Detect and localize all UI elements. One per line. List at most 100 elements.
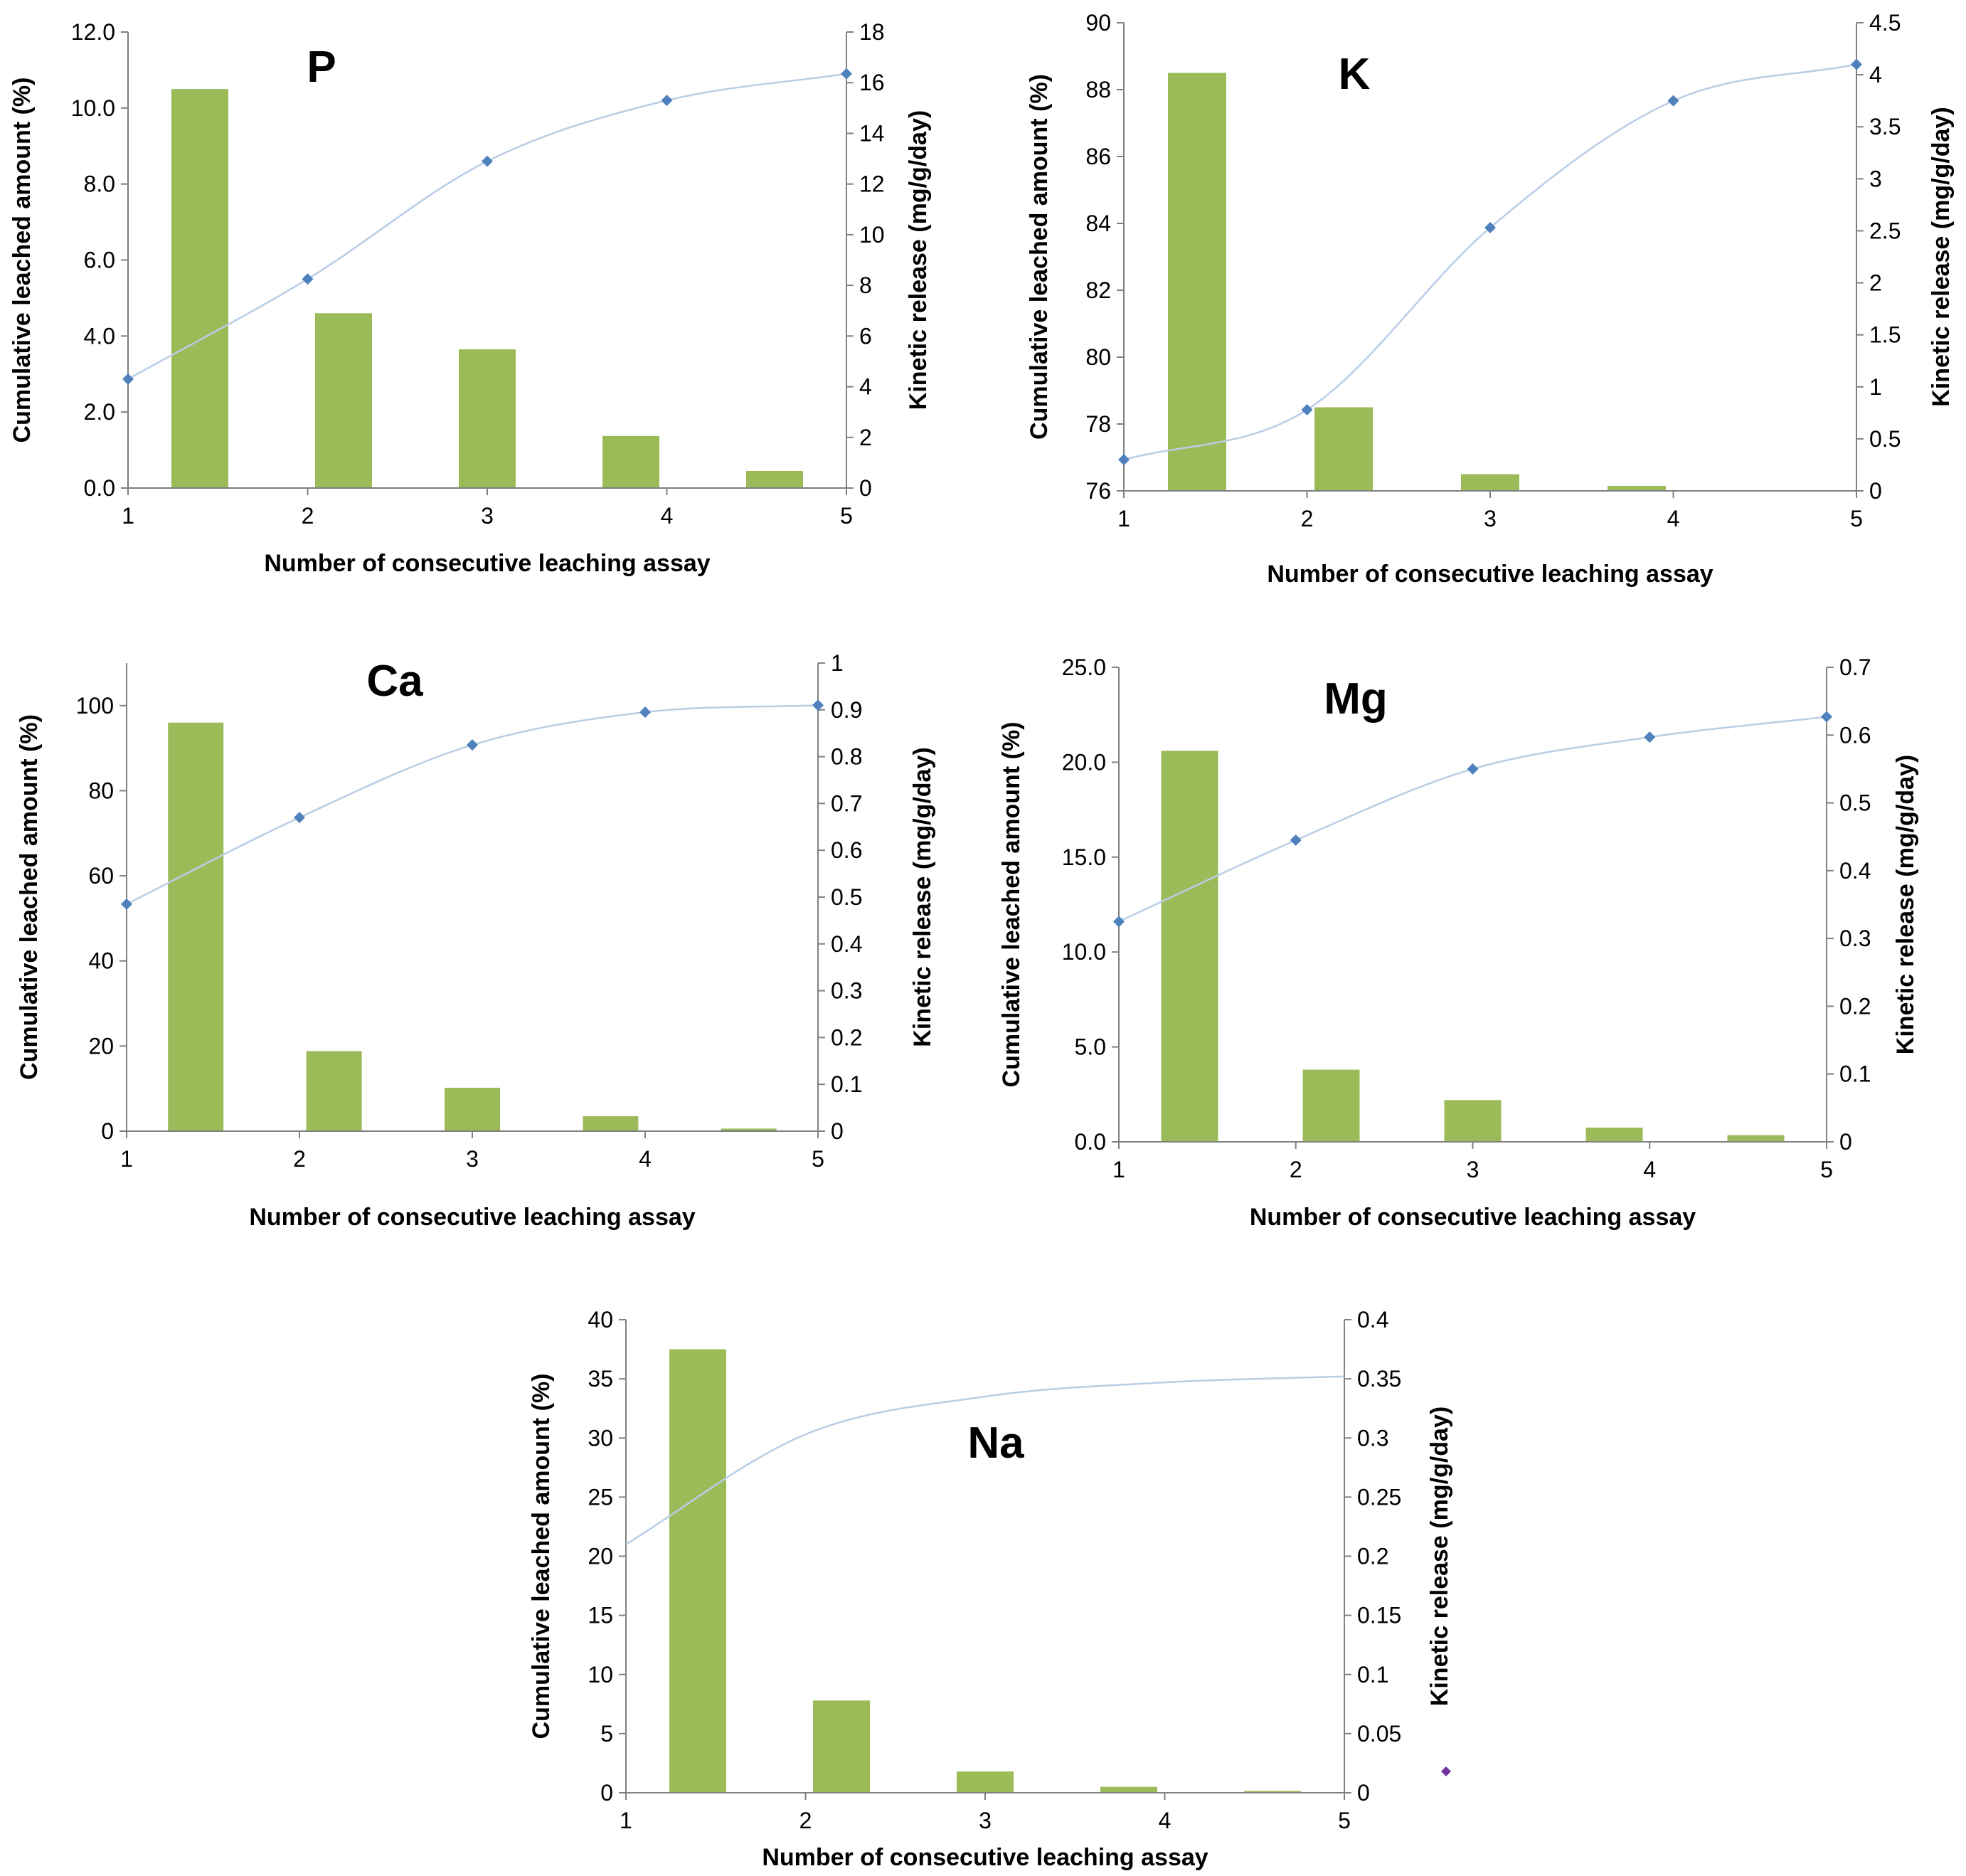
- k-y2-tick-label-6: 3: [1869, 166, 1882, 191]
- p-bar-1: [171, 89, 228, 488]
- ca-x-tick-label-0: 1: [120, 1146, 133, 1172]
- mg-y-tick-label-3: 15.0: [1062, 844, 1106, 870]
- p-y2-tick-label-9: 18: [859, 19, 885, 45]
- na-panel-label: Na: [967, 1419, 1024, 1468]
- p-y2-tick-label-7: 14: [859, 120, 885, 146]
- na-x-axis-title: Number of consecutive leaching assay: [762, 1844, 1208, 1871]
- chart-ca: 0 20 40 60 80 100 0 0.1 0.2 0.3 0.4 0.5 0.6 0.7 0.8 0.9…: [16, 650, 936, 1231]
- p-bar-4: [602, 435, 659, 488]
- na-y2-tick-label-2: 0.1: [1357, 1662, 1388, 1687]
- k-y-tick-label-2: 80: [1085, 344, 1111, 370]
- ca-x-tick-label-1: 2: [293, 1146, 306, 1172]
- ca-y2-tick-label-6: 0.6: [831, 837, 862, 863]
- ca-kinetic-line: [126, 704, 819, 905]
- k-x-tick-label-0: 1: [1117, 506, 1130, 531]
- p-x-tick-label-2: 3: [481, 503, 494, 529]
- na-kinetic-line: [625, 1375, 1345, 1545]
- p-x-tick-label-4: 5: [840, 503, 853, 529]
- k-x-tick-label-1: 2: [1301, 506, 1314, 531]
- ca-y-tick-label-3: 60: [88, 863, 114, 889]
- k-kinetic-point-5: [1851, 58, 1862, 70]
- ca-y2-tick-label-9: 0.9: [831, 697, 862, 723]
- chart-k: 76 78 80 82 84 86 88 90 0 0.5 1 1.5 2 2.5 3 3.5 4 4.5 1 2 3 4…: [1026, 10, 1955, 588]
- na-bar-3: [957, 1771, 1014, 1793]
- mg-y2-tick-label-2: 0.2: [1839, 993, 1871, 1019]
- mg-y2-tick-label-7: 0.7: [1839, 655, 1871, 680]
- p-bar-5: [746, 470, 803, 488]
- mg-y-tick-label-4: 20.0: [1062, 749, 1106, 775]
- na-x-tick-label-3: 4: [1159, 1808, 1171, 1833]
- mg-y-tick-label-1: 5.0: [1075, 1034, 1106, 1060]
- p-kinetic-point-5: [841, 68, 852, 80]
- na-bar-2: [813, 1700, 870, 1793]
- mg-y2-axis-title: Kinetic release (mg/g/day): [1892, 755, 1919, 1054]
- ca-y2-tick-label-1: 0.1: [831, 1071, 862, 1097]
- k-y-tick-label-7: 90: [1085, 10, 1111, 36]
- na-x-tick-label-1: 2: [799, 1808, 812, 1833]
- ca-bar-1: [168, 722, 224, 1131]
- ca-y2-tick-label-10: 1: [831, 650, 844, 676]
- mg-y-axis-title: Cumulative leached amount (%): [998, 722, 1025, 1088]
- mg-kinetic-point-5: [1821, 711, 1832, 723]
- p-y2-tick-label-2: 4: [859, 374, 872, 400]
- mg-y2-tick-label-3: 0.3: [1839, 926, 1871, 951]
- mg-y2-tick-label-1: 0.1: [1839, 1061, 1871, 1087]
- p-y-tick-label-3: 6.0: [84, 248, 115, 273]
- k-bar-1: [1168, 73, 1226, 491]
- p-kinetic-point-2: [302, 273, 314, 285]
- k-kinetic-line: [1123, 63, 1857, 461]
- mg-kinetic-point-1: [1113, 916, 1125, 928]
- na-marker-glyph: [1441, 1766, 1451, 1776]
- mg-x-tick-label-1: 2: [1290, 1157, 1302, 1182]
- mg-bar-5: [1727, 1135, 1785, 1142]
- k-y-axis-title: Cumulative leached amount (%): [1026, 74, 1053, 440]
- ca-y-tick-label-5: 100: [76, 693, 114, 719]
- ca-bar-2: [306, 1051, 362, 1131]
- ca-y2-tick-label-0: 0: [831, 1118, 844, 1144]
- na-bar-5: [1244, 1791, 1301, 1793]
- na-y-tick-label-8: 40: [588, 1307, 613, 1332]
- na-y2-tick-label-5: 0.25: [1357, 1484, 1401, 1510]
- p-kinetic-line: [127, 73, 847, 380]
- ca-x-tick-label-3: 4: [639, 1146, 652, 1172]
- p-x-tick-label-1: 2: [302, 503, 314, 529]
- k-x-tick-label-4: 5: [1850, 506, 1863, 531]
- k-y2-tick-label-3: 1.5: [1869, 322, 1901, 348]
- p-x-axis-title: Number of consecutive leaching assay: [264, 550, 710, 577]
- ca-x-tick-label-4: 5: [812, 1146, 824, 1172]
- na-y2-tick-label-6: 0.3: [1357, 1425, 1388, 1451]
- k-bar-4: [1608, 485, 1666, 491]
- p-y-tick-label-2: 4.0: [84, 323, 115, 349]
- k-x-axis-title: Number of consecutive leaching assay: [1267, 561, 1713, 588]
- k-y-tick-label-0: 76: [1085, 478, 1111, 504]
- ca-kinetic-point-2: [294, 812, 305, 824]
- na-x-tick-label-0: 1: [620, 1808, 632, 1833]
- chart-mg: 0.0 5.0 10.0 15.0 20.0 25.0 0 0.1 0.2 0.3 0.4 0.5 0.…: [998, 655, 1919, 1231]
- na-y-tick-label-3: 15: [588, 1603, 613, 1628]
- k-y-tick-label-5: 86: [1085, 144, 1111, 169]
- mg-bar-1: [1161, 751, 1218, 1142]
- mg-y-tick-label-5: 25.0: [1062, 655, 1106, 680]
- k-y2-axis-title: Kinetic release (mg/g/day): [1928, 107, 1955, 406]
- na-y-tick-label-0: 0: [600, 1780, 613, 1806]
- k-x-tick-label-2: 3: [1484, 506, 1497, 531]
- k-y-tick-label-1: 78: [1085, 411, 1111, 437]
- p-y2-tick-label-4: 8: [859, 272, 872, 298]
- na-y-tick-label-6: 30: [588, 1425, 613, 1451]
- k-y2-tick-label-4: 2: [1869, 270, 1882, 296]
- mg-y2-tick-label-5: 0.5: [1839, 790, 1871, 816]
- na-y-axis-title: Cumulative leached amount (%): [528, 1374, 555, 1739]
- p-bar-3: [459, 349, 516, 488]
- na-x-tick-label-4: 5: [1338, 1808, 1351, 1833]
- mg-kinetic-point-4: [1644, 731, 1656, 743]
- k-kinetic-point-3: [1484, 222, 1496, 234]
- p-y2-tick-label-8: 16: [859, 70, 885, 95]
- ca-y2-tick-label-3: 0.3: [831, 978, 862, 1004]
- na-x-tick-label-2: 3: [979, 1808, 992, 1833]
- ca-kinetic-point-5: [812, 699, 824, 711]
- k-bar-2: [1314, 407, 1373, 491]
- mg-bar-4: [1585, 1127, 1643, 1142]
- mg-y2-tick-label-4: 0.4: [1839, 858, 1871, 884]
- mg-y-tick-label-2: 10.0: [1062, 939, 1106, 965]
- na-y2-tick-label-4: 0.2: [1357, 1544, 1388, 1569]
